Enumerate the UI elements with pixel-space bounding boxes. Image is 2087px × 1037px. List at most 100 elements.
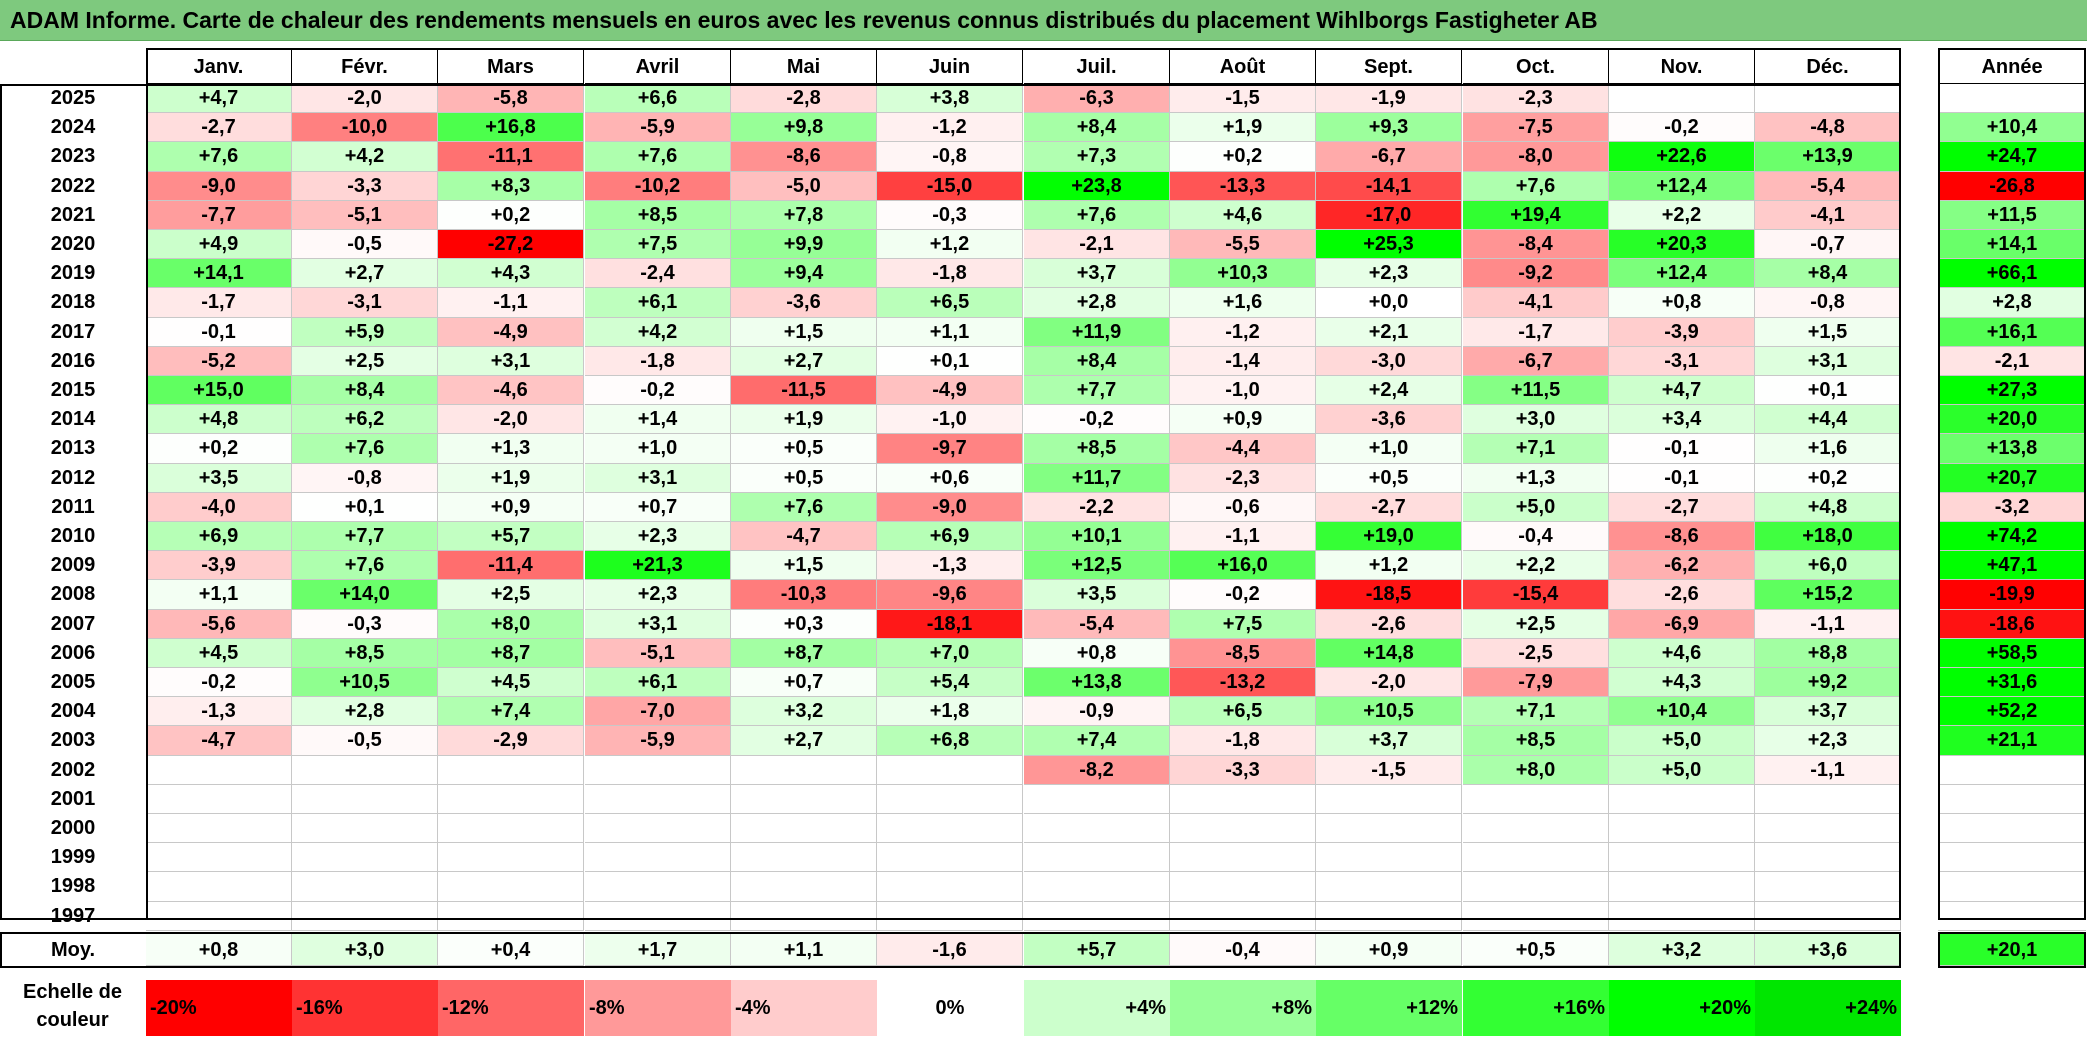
heatmap-cell: +16,0 [1170, 551, 1316, 581]
heatmap-cell: +7,6 [1463, 171, 1609, 201]
heatmap-cell: +12,5 [1024, 551, 1170, 581]
annual-cell [1938, 84, 2086, 114]
heatmap-cell: -3,1 [292, 288, 438, 318]
heatmap-cell: +25,3 [1316, 230, 1462, 260]
year-label: 2021 [50, 203, 96, 226]
heatmap-cell: -18,5 [1316, 580, 1462, 610]
column-header: Sept. [1316, 48, 1462, 84]
heatmap-cell: +8,0 [438, 609, 584, 639]
heatmap-cell: +1,2 [1316, 551, 1462, 581]
column-header: Avril [585, 48, 731, 84]
heatmap-cell: +0,8 [1024, 638, 1170, 668]
heatmap-cell: +1,3 [438, 434, 584, 464]
heatmap-cell: +6,5 [1170, 697, 1316, 727]
heatmap-cell: +8,7 [438, 638, 584, 668]
heatmap-cell [146, 872, 292, 902]
heatmap-cell: +4,8 [146, 405, 292, 435]
heatmap-cell: +2,1 [1316, 317, 1462, 347]
heatmap-cell: +1,9 [1170, 113, 1316, 143]
heatmap-cell: +1,5 [731, 551, 877, 581]
annual-cell: +21,1 [1938, 726, 2086, 756]
heatmap-cell: -5,5 [1170, 230, 1316, 260]
average-cell: +0,9 [1316, 934, 1462, 966]
heatmap-cell: +1,0 [1316, 434, 1462, 464]
heatmap-cell: +3,4 [1609, 405, 1755, 435]
year-label: 2005 [50, 671, 96, 693]
heatmap-cell: +4,9 [146, 230, 292, 260]
heatmap-cell: -4,1 [1463, 288, 1609, 318]
heatmap-cell: +3,1 [438, 346, 584, 376]
annual-cell: +66,1 [1938, 259, 2086, 289]
heatmap-cell: -1,0 [1170, 376, 1316, 406]
heatmap-cell: -1,3 [146, 697, 292, 727]
year-label: 2014 [50, 408, 96, 431]
annual-cell: -26,8 [1938, 171, 2086, 201]
heatmap-cell: -2,7 [146, 113, 292, 143]
annual-cell: +47,1 [1938, 551, 2086, 581]
heatmap-cell: -0,3 [877, 200, 1023, 230]
heatmap-cell: +7,5 [1170, 609, 1316, 639]
average-cell: +3,2 [1609, 934, 1755, 966]
annual-cell: +52,2 [1938, 697, 2086, 727]
heatmap-cell [292, 784, 438, 814]
heatmap-cell [877, 843, 1023, 873]
heatmap-cell [1170, 872, 1316, 902]
heatmap-cell: +7,6 [292, 551, 438, 581]
annual-cell: +74,2 [1938, 522, 2086, 552]
heatmap-cell: -9,6 [877, 580, 1023, 610]
heatmap-cell: +2,3 [1316, 259, 1462, 289]
heatmap-cell: -8,2 [1024, 755, 1170, 785]
average-cell: +3,0 [292, 934, 438, 966]
column-header: Janv. [146, 48, 292, 84]
heatmap-cell: +12,4 [1609, 259, 1755, 289]
heatmap-cell: +3,0 [1463, 405, 1609, 435]
column-header: Mai [731, 48, 877, 84]
heatmap-cell: +8,4 [1755, 259, 1901, 289]
heatmap-cell: +6,8 [877, 726, 1023, 756]
heatmap-cell: +15,2 [1755, 580, 1901, 610]
heatmap-cell: -3,6 [731, 288, 877, 318]
heatmap-cell [1170, 814, 1316, 844]
column-header: Févr. [292, 48, 438, 84]
heatmap-cell: -15,4 [1463, 580, 1609, 610]
heatmap-cell: -2,9 [438, 726, 584, 756]
heatmap-cell [1024, 784, 1170, 814]
heatmap-cell [585, 814, 731, 844]
heatmap-cell: +0,3 [731, 609, 877, 639]
heatmap-cell: +6,1 [585, 668, 731, 698]
year-label: 2019 [50, 262, 96, 285]
heatmap-cell: -1,3 [877, 551, 1023, 581]
annual-cell: +31,6 [1938, 668, 2086, 698]
heatmap-cell: +11,9 [1024, 317, 1170, 347]
heatmap-cell: +6,6 [585, 84, 731, 114]
year-label: 2004 [50, 700, 96, 723]
heatmap-cell: -0,2 [585, 376, 731, 406]
heatmap-cell: +1,6 [1170, 288, 1316, 318]
average-annual-cell: +20,1 [1938, 934, 2086, 966]
heatmap-cell: +5,0 [1609, 755, 1755, 785]
column-header: Oct. [1463, 48, 1609, 84]
heatmap-cell: +8,4 [292, 376, 438, 406]
color-scale-step: +8% [1170, 980, 1316, 1036]
heatmap-cell: -2,8 [731, 84, 877, 114]
heatmap-cell: -0,5 [292, 726, 438, 756]
heatmap-cell: -1,8 [1170, 726, 1316, 756]
year-column-header: Année [1938, 48, 2086, 84]
heatmap-cell: +7,3 [1024, 142, 1170, 172]
heatmap-cell [438, 784, 584, 814]
year-label: 2022 [50, 174, 96, 197]
heatmap-cell: +4,7 [146, 84, 292, 114]
heatmap-cell: +2,2 [1609, 200, 1755, 230]
heatmap-cell: -8,6 [1609, 522, 1755, 552]
heatmap-cell: -5,0 [731, 171, 877, 201]
heatmap-cell: +0,2 [438, 200, 584, 230]
heatmap-cell: -0,8 [292, 463, 438, 493]
heatmap-cell: -1,5 [1316, 755, 1462, 785]
heatmap-cell [1316, 843, 1462, 873]
heatmap-cell: +3,5 [146, 463, 292, 493]
color-scale-step: -8% [585, 980, 731, 1036]
heatmap-cell: -0,2 [1024, 405, 1170, 435]
heatmap-cell [146, 755, 292, 785]
heatmap-cell: +7,7 [1024, 376, 1170, 406]
heatmap-cell [731, 872, 877, 902]
